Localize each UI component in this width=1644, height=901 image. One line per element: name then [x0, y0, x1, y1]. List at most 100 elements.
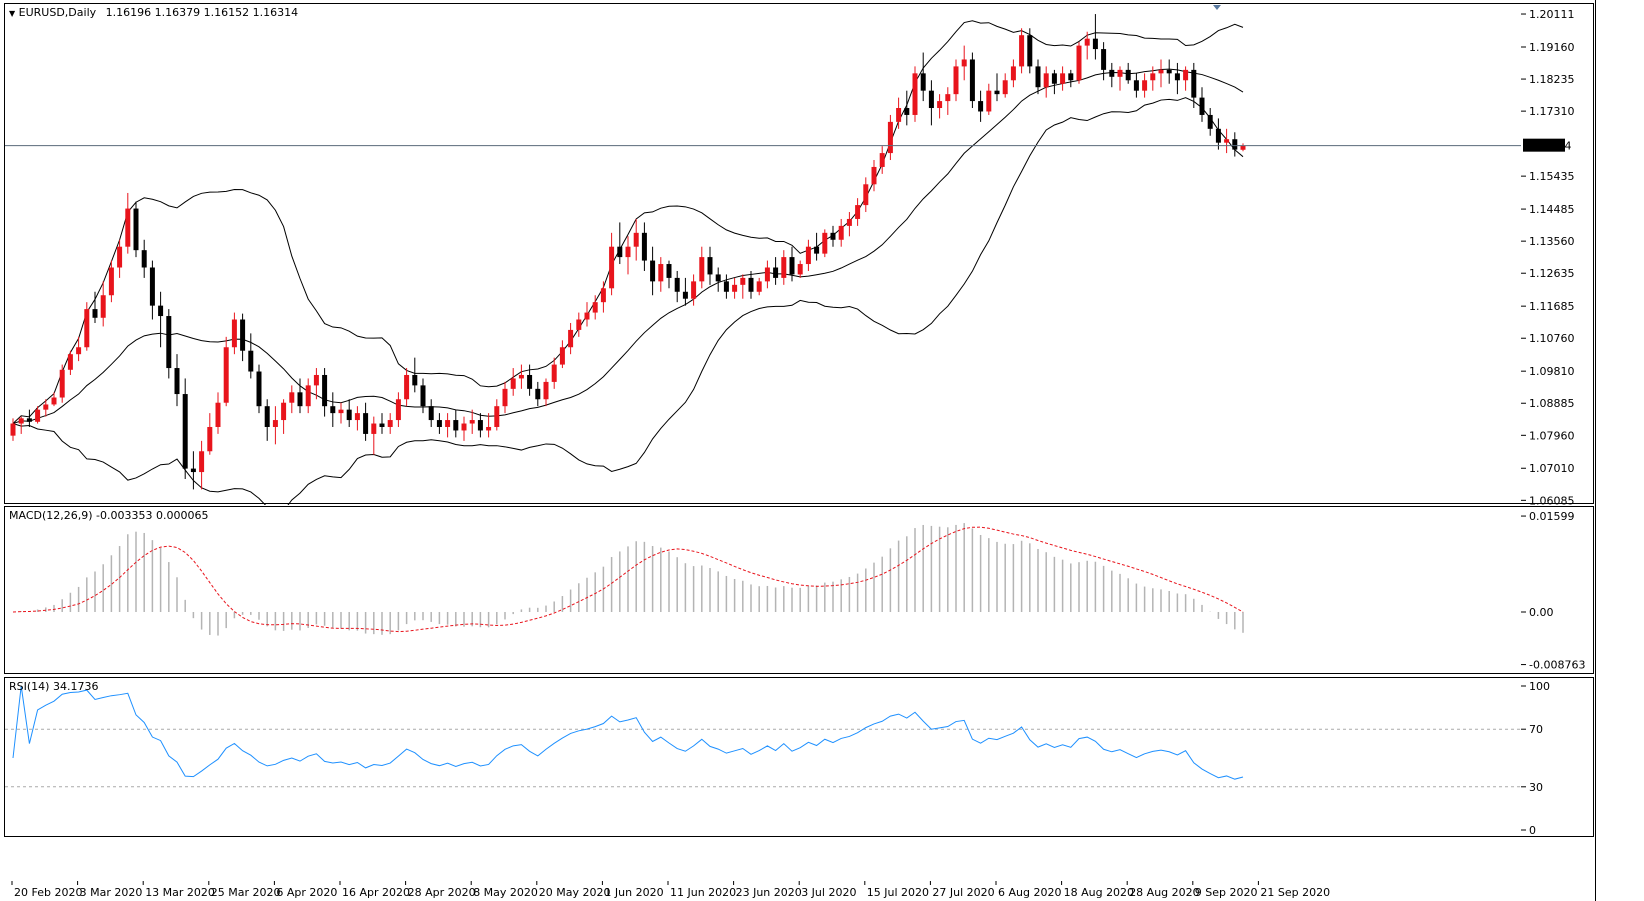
candle-body — [978, 101, 984, 112]
price-tick-label: 1.15435 — [1529, 170, 1575, 183]
candle-body — [756, 281, 762, 292]
candle-body — [855, 205, 861, 219]
symbol-label: EURUSD,Daily — [18, 6, 97, 19]
date-tick-label: 1 Jun 2020 — [604, 886, 663, 899]
bollinger-upper-band — [12, 20, 1244, 424]
candle-body — [1019, 35, 1025, 67]
macd-signal-line — [12, 526, 1244, 633]
candle-body — [953, 66, 959, 95]
date-tick-label: 28 Aug 2020 — [1129, 886, 1199, 899]
macd-header: MACD(12,26,9) -0.003353 0.000065 — [9, 509, 209, 522]
price-chart-pane[interactable]: 1.20111 1.19160 1.18235 1.17310 1.15435 1.144… — [4, 3, 1594, 505]
candle-body — [715, 274, 721, 282]
candle-body — [1232, 139, 1238, 150]
candle-body — [404, 374, 410, 400]
date-tick-label: 6 Aug 2020 — [998, 886, 1061, 899]
candle-body — [264, 406, 270, 427]
date-tick-label: 13 Mar 2020 — [145, 886, 215, 899]
candle-body — [699, 257, 705, 282]
candle-body — [658, 264, 664, 282]
price-tick-label: 1.17310 — [1529, 105, 1575, 118]
candle-body — [281, 402, 287, 421]
candle-body — [691, 281, 697, 299]
candle-body — [141, 250, 147, 268]
rsi-label: RSI(14) — [9, 680, 50, 693]
date-tick-label: 23 Jun 2020 — [736, 886, 802, 899]
candle-body — [215, 402, 221, 427]
candle-body — [723, 281, 729, 292]
price-chart: 1.20111 1.19160 1.18235 1.17310 1.15435 1.144… — [5, 5, 1575, 505]
candle-body — [158, 305, 164, 317]
rsi-axis-label: 70 — [1529, 723, 1543, 736]
candle-body — [338, 409, 344, 414]
ohlc-values: 1.16196 1.16379 1.16152 1.16314 — [105, 6, 299, 19]
rsi-chart: 100 70 30 0 — [5, 680, 1550, 837]
candle-body — [1158, 69, 1164, 74]
candle-body — [510, 378, 516, 389]
date-tick-label: 28 Apr 2020 — [408, 886, 476, 899]
macd-label: MACD(12,26,9) — [9, 509, 93, 522]
candle-body — [748, 277, 754, 292]
candle-body — [650, 260, 656, 282]
price-tick-label: 1.09810 — [1529, 365, 1575, 378]
candle-body — [59, 369, 65, 398]
candle-body — [1084, 38, 1090, 46]
candle-body — [559, 347, 565, 365]
candle-body — [207, 426, 213, 452]
candle-body — [199, 451, 205, 473]
macd-axis-label: -0.008763 — [1529, 659, 1585, 672]
candle-body — [535, 388, 541, 400]
candle-body — [84, 309, 90, 348]
rsi-value: 34.1736 — [52, 680, 99, 693]
price-tick-label: 1.10760 — [1529, 332, 1575, 345]
candle-body — [67, 354, 73, 370]
candle-body — [625, 246, 631, 258]
candle-body — [133, 208, 139, 251]
candle-body — [346, 409, 352, 421]
date-tick-label: 11 Jun 2020 — [670, 886, 736, 899]
price-tick-label: 1.19160 — [1529, 41, 1575, 54]
candle-body — [10, 423, 16, 436]
candle-body — [256, 371, 262, 407]
date-tick-label: 15 Jul 2020 — [867, 886, 929, 899]
candle-body — [1092, 38, 1098, 50]
date-tick-label: 20 May 2020 — [539, 886, 611, 899]
candle-body — [330, 406, 336, 414]
candle-body — [617, 246, 623, 258]
price-tick-label: 1.20111 — [1529, 8, 1575, 21]
candle-body — [887, 121, 893, 154]
candle-body — [1043, 73, 1049, 88]
candle-body — [846, 218, 852, 226]
candle-body — [871, 166, 877, 185]
price-tick-label: 1.07010 — [1529, 462, 1575, 475]
price-tick-label: 1.07960 — [1529, 429, 1575, 442]
candle-body — [527, 374, 533, 389]
candle-body — [1215, 128, 1221, 143]
price-tick-label: 1.06085 — [1529, 494, 1575, 505]
candle-body — [1142, 80, 1148, 91]
candle-body — [18, 418, 24, 424]
candle-body — [305, 385, 311, 407]
candle-body — [1076, 45, 1082, 81]
price-tick-label: 1.14485 — [1529, 203, 1575, 216]
candle-body — [633, 232, 639, 247]
candle-body — [125, 208, 131, 247]
candle-body — [961, 59, 967, 67]
candle-body — [412, 374, 418, 386]
rsi-header: RSI(14) 34.1736 — [9, 680, 98, 693]
candle-body — [289, 392, 295, 403]
collapse-triangle-icon[interactable]: ▼ — [9, 9, 16, 18]
candle-body — [584, 312, 590, 320]
date-tick-label: 6 Apr 2020 — [276, 886, 337, 899]
candle-body — [477, 420, 483, 431]
candle-body — [223, 347, 229, 403]
candle-body — [76, 347, 82, 355]
candle-body — [920, 73, 926, 91]
rsi-pane[interactable]: 100 70 30 0 RSI(14) 34.1736 — [4, 677, 1594, 837]
rsi-axis-label: 30 — [1529, 781, 1543, 794]
candle-body — [551, 364, 557, 382]
rsi-axis-label: 0 — [1529, 824, 1536, 837]
macd-pane[interactable]: 0.01599 0.00 -0.008763 MACD(12,26,9) -0.00… — [4, 506, 1594, 674]
candle-body — [1035, 66, 1041, 88]
candle-body — [707, 257, 713, 275]
